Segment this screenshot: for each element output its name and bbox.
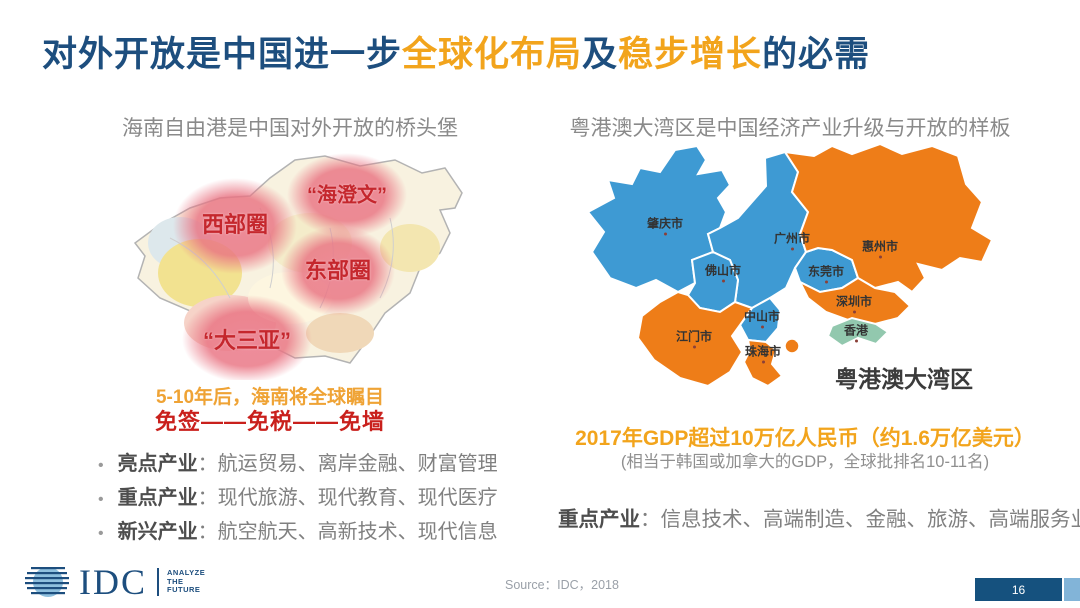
city-label-dongguan: 东莞市 <box>808 263 844 284</box>
logo-divider <box>157 568 159 596</box>
city-label-zhaoqing: 肇庆市 <box>647 215 683 236</box>
source-text: Source：IDC，2018 <box>505 578 619 592</box>
list-item: 新兴产业：航空航天、高新技术、现代信息 <box>98 516 498 550</box>
bayarea-graphic <box>586 142 994 388</box>
city-label-guangzhou: 广州市 <box>774 230 810 251</box>
idc-globe-icon <box>25 567 69 597</box>
hainan-outlook-text: 5-10年后，海南将全球瞩目 <box>155 387 385 408</box>
city-label-shenzhen: 深圳市 <box>836 293 872 314</box>
bayarea-industry-line: 重点产业：信息技术、高端制造、金融、旅游、高端服务业 <box>558 502 1080 532</box>
industry-items: ：航运贸易、离岸金融、财富管理 <box>197 453 498 475</box>
hainan-map-image: 西部圈 “海澄文” 东部圈 “大三亚” <box>110 148 490 380</box>
hainan-region-label-haichengwen: “海澄文” <box>307 184 387 207</box>
hainan-region-label-east: 东部圈 <box>304 258 372 283</box>
list-item: 重点产业：现代旅游、现代教育、现代医疗 <box>98 482 498 516</box>
title-segment: 全球化布局 <box>402 35 583 74</box>
title-segment: 稳步增长 <box>618 35 763 74</box>
page-number-strip <box>1064 578 1080 601</box>
idc-logo-text: IDC <box>79 562 147 602</box>
gdp-highlight-text: 2017年GDP超过10万亿人民币（约1.6万亿美元） <box>575 427 1035 450</box>
city-label-jiangmen: 江门市 <box>676 328 712 349</box>
gdp-note-text: (相当于韩国或加拿大的GDP，全球批排名10-11名) <box>620 453 990 471</box>
industry-category-label: 新兴产业 <box>117 521 198 543</box>
hainan-region-label-west: 西部圈 <box>201 212 269 237</box>
page-title: 对外开放是中国进一步全球化布局及稳步增长的必需 <box>42 26 870 77</box>
city-label-zhuhai: 珠海市 <box>745 343 781 364</box>
page-number: 16 <box>975 578 1062 601</box>
idc-logo: IDC ANALYZE THE FUTURE <box>25 560 217 604</box>
title-segment: 对外开放是中国进一步 <box>42 35 403 74</box>
bayarea-section-title: 粤港澳大湾区是中国经济产业升级与开放的样板 <box>569 117 1011 140</box>
city-label-macau: 澳门 <box>794 329 820 344</box>
title-segment: 及 <box>582 35 619 74</box>
industry-category-label: 重点产业 <box>117 487 198 509</box>
industry-items: ：信息技术、高端制造、金融、旅游、高端服务业 <box>640 508 1080 531</box>
hainan-island-graphic <box>133 153 463 380</box>
bayarea-caption: 粤港澳大湾区 <box>835 366 973 392</box>
industry-items: ：现代旅游、现代教育、现代医疗 <box>197 487 498 509</box>
city-label-hongkong: 香港 <box>844 322 868 343</box>
industry-category-label: 重点产业 <box>558 508 640 531</box>
hainan-slogan-text: 免签——免税——免墙 <box>154 409 385 434</box>
idc-tagline: ANALYZE THE FUTURE <box>167 568 206 595</box>
hainan-section-title: 海南自由港是中国对外开放的桥头堡 <box>122 117 458 140</box>
bayarea-map-image: 肇庆市 广州市 惠州市 佛山市 东莞市 深圳市 中山市 江门市 珠海市 澳门 香… <box>580 140 1000 392</box>
industry-items: ：航空航天、高新技术、现代信息 <box>197 521 498 543</box>
title-segment: 的必需 <box>762 35 871 74</box>
city-label-zhongshan: 中山市 <box>744 308 780 329</box>
list-item: 亮点产业：航运贸易、离岸金融、财富管理 <box>98 448 498 482</box>
hainan-industry-list: 亮点产业：航运贸易、离岸金融、财富管理 重点产业：现代旅游、现代教育、现代医疗 … <box>98 448 498 550</box>
hainan-region-label-sanya: “大三亚” <box>202 328 292 353</box>
city-label-foshan: 佛山市 <box>705 262 741 283</box>
industry-category-label: 亮点产业 <box>117 453 198 475</box>
city-label-huizhou: 惠州市 <box>862 238 898 259</box>
